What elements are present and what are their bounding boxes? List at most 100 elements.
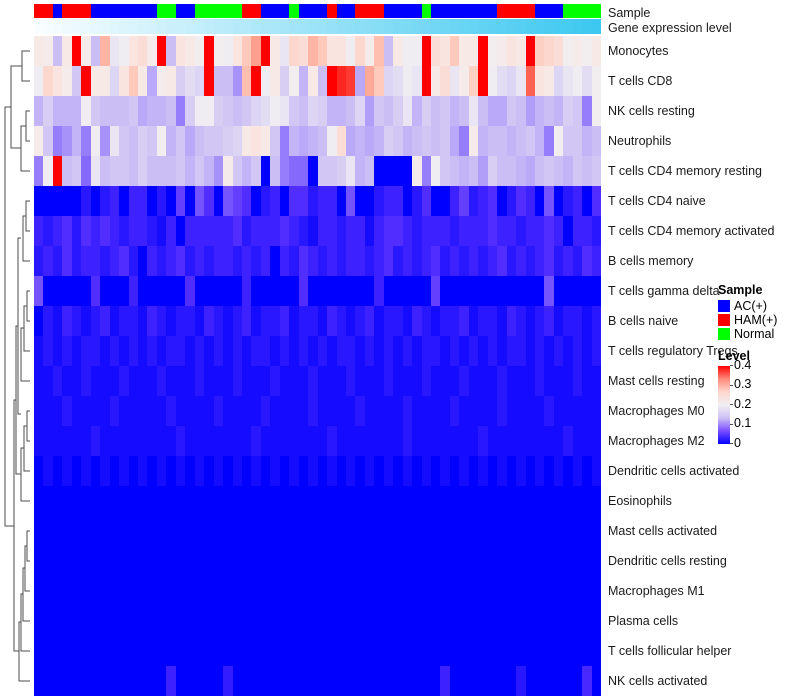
gene-expression-cell [194, 19, 205, 34]
level-legend: Level 0.4 0.3 0.2 0.1 0 [718, 349, 800, 449]
heatmap-cell [327, 216, 337, 246]
heatmap-cell [402, 456, 413, 486]
heatmap-cell [175, 636, 186, 666]
heatmap-cell [317, 426, 328, 456]
heatmap-cell [440, 576, 450, 606]
sample-annotation-cell [270, 4, 280, 18]
heatmap-cell [468, 246, 479, 276]
heatmap-cell [572, 666, 583, 696]
heatmap-cell [156, 36, 167, 66]
heatmap-cell [100, 246, 110, 276]
heatmap-cell [194, 306, 205, 336]
legend-panel: Sample AC(+) HAM(+) Normal Level 0.4 0.3 0.2… [718, 283, 800, 449]
heatmap-cell [364, 36, 375, 66]
heatmap-cell [175, 96, 186, 126]
heatmap-cell [525, 516, 536, 546]
heatmap-cell [128, 36, 138, 66]
heatmap-cell [194, 516, 205, 546]
heatmap-cell [100, 96, 110, 126]
heatmap-cell [535, 426, 545, 456]
heatmap-cell [204, 636, 214, 666]
heatmap-cell [298, 396, 309, 426]
heatmap-row [34, 96, 602, 126]
sample-annotation-cell [137, 4, 148, 18]
heatmap-cell [449, 456, 460, 486]
heatmap-cell [194, 666, 205, 696]
heatmap-cell [298, 516, 309, 546]
heatmap-cell [185, 246, 195, 276]
heatmap-cell [52, 276, 63, 306]
heatmap-cell [52, 66, 63, 96]
heatmap-cell [289, 246, 299, 276]
heatmap-cell [374, 396, 384, 426]
heatmap-cell [43, 606, 53, 636]
heatmap-cell [345, 126, 356, 156]
heatmap-cell [355, 486, 365, 516]
heatmap-cell [383, 126, 394, 156]
heatmap-cell [591, 546, 602, 576]
heatmap-cell [345, 396, 356, 426]
heatmap-cell [497, 516, 507, 546]
heatmap-cell [374, 276, 384, 306]
gene-expression-cell [43, 19, 53, 34]
heatmap-cell [393, 126, 403, 156]
heatmap-cell [582, 636, 592, 666]
heatmap-cell [260, 216, 271, 246]
heatmap-cell [34, 276, 44, 306]
heatmap-cell [468, 276, 479, 306]
heatmap-cell [582, 306, 592, 336]
heatmap-cell [185, 576, 195, 606]
heatmap-cell [591, 336, 602, 366]
heatmap-cell [544, 366, 554, 396]
heatmap-cell [156, 366, 167, 396]
gene-expression-cell [298, 19, 309, 34]
heatmap-cell [279, 276, 290, 306]
heatmap-cell [525, 306, 536, 336]
heatmap-cell [100, 396, 110, 426]
heatmap-cell [128, 306, 138, 336]
heatmap-cell [81, 426, 91, 456]
heatmap-cell [327, 456, 337, 486]
heatmap-cell [553, 216, 564, 246]
heatmap-cell [137, 396, 148, 426]
heatmap-cell [449, 156, 460, 186]
row-label: T cells CD4 naive [608, 193, 706, 208]
heatmap-cell [279, 306, 290, 336]
heatmap-cell [516, 426, 526, 456]
heatmap-cell [553, 546, 564, 576]
heatmap-cell [204, 666, 214, 696]
heatmap-cell [251, 396, 261, 426]
heatmap-cell [270, 66, 280, 96]
heatmap-cell [449, 666, 460, 696]
heatmap-cell [478, 336, 488, 366]
gene-expression-cell [572, 19, 583, 34]
heatmap-cell [449, 216, 460, 246]
heatmap-cell [449, 486, 460, 516]
heatmap-cell [421, 96, 432, 126]
heatmap-cell [185, 336, 195, 366]
heatmap-cell [166, 366, 176, 396]
heatmap-cell [52, 606, 63, 636]
heatmap-row [34, 606, 602, 636]
level-tick: 0.2 [718, 398, 800, 410]
heatmap-cell [147, 666, 157, 696]
heatmap-cell [544, 666, 554, 696]
row-label: NK cells activated [608, 673, 708, 688]
heatmap-cell [62, 486, 72, 516]
gene-expression-cell [185, 19, 195, 34]
heatmap-cell [204, 66, 214, 96]
heatmap-cell [572, 576, 583, 606]
heatmap-cell [279, 246, 290, 276]
heatmap-cell [374, 246, 384, 276]
heatmap-cell [119, 606, 129, 636]
heatmap-cell [345, 336, 356, 366]
heatmap-cell [525, 396, 536, 426]
heatmap-cell [232, 516, 242, 546]
heatmap-cell [270, 156, 280, 186]
heatmap-cell [459, 156, 469, 186]
heatmap-cell [383, 516, 394, 546]
gene-expression-cell [213, 19, 224, 34]
heatmap-cell [364, 366, 375, 396]
heatmap-cell [52, 306, 63, 336]
heatmap-cell [109, 486, 120, 516]
